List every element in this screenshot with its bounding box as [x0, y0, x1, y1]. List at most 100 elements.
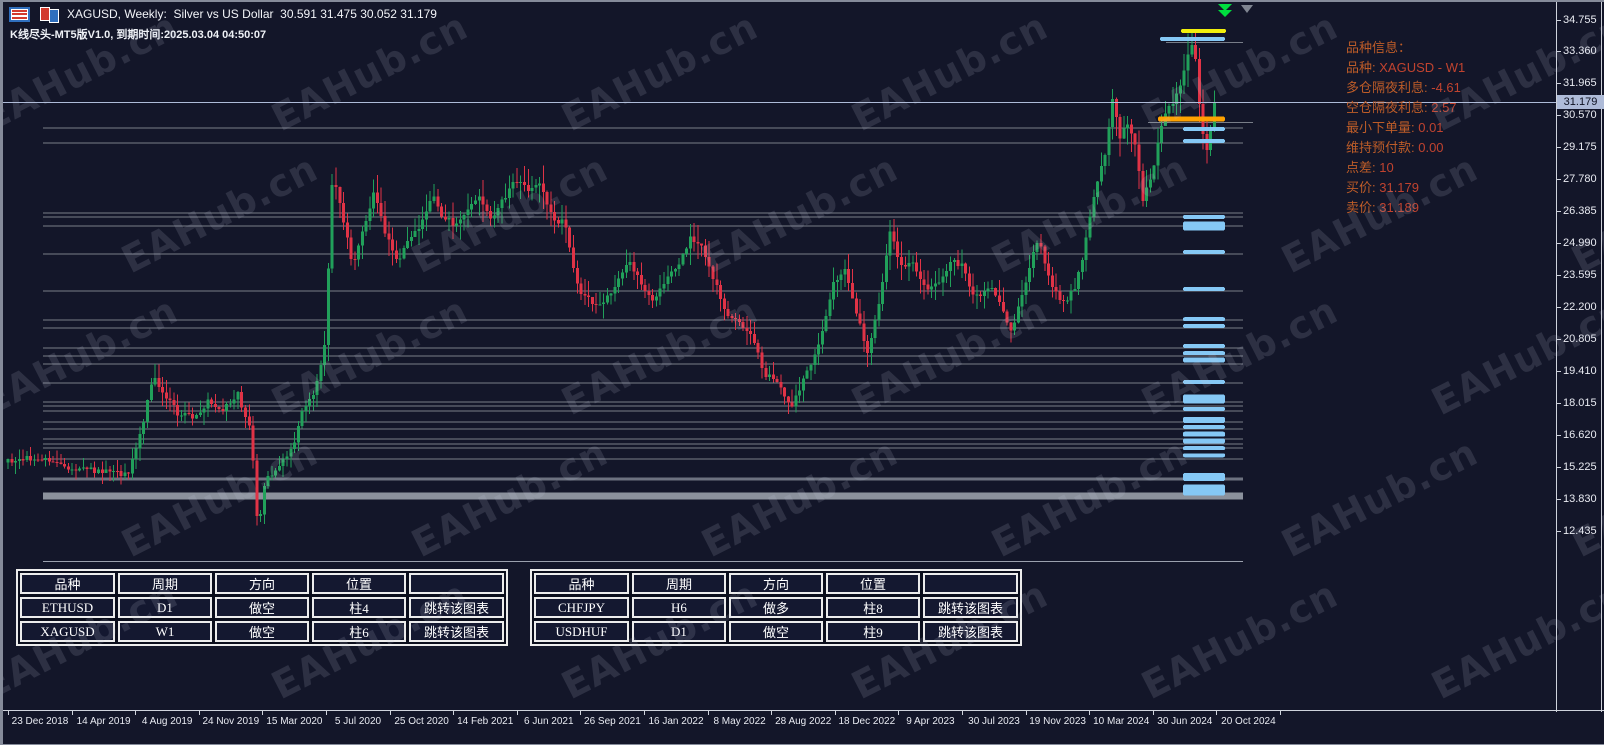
candle-body — [1156, 142, 1160, 166]
candle-body — [187, 413, 191, 415]
candle-body — [1009, 322, 1013, 331]
candle-body — [715, 279, 719, 285]
table-cell: 做空 — [215, 597, 309, 618]
jump-to-chart-button[interactable]: 跳转该图表 — [409, 597, 504, 618]
candle-body — [666, 276, 670, 284]
candle-body — [1081, 260, 1084, 273]
candle-body — [251, 425, 255, 461]
candle-body — [1194, 45, 1197, 60]
info-row-value: 10 — [1379, 160, 1394, 175]
candle-body — [455, 223, 459, 226]
candle-body — [202, 408, 206, 413]
candle-body — [960, 263, 964, 266]
time-tick — [1025, 711, 1027, 715]
signal-zone — [1183, 406, 1225, 411]
candle-body — [398, 258, 402, 260]
sr-level-line — [1166, 41, 1243, 43]
chart-plot-area[interactable] — [3, 2, 1556, 712]
candle-body — [617, 278, 621, 287]
candle-body — [1175, 93, 1179, 104]
candle-body — [572, 247, 575, 269]
table-header-cell: 方向 — [215, 573, 309, 594]
candle-body — [519, 181, 523, 183]
price-axis[interactable]: 34.755 33.360 31.965 30.570 29.175 27.780 26.3… — [1556, 2, 1604, 712]
price-tick-label: 19.410 — [1557, 365, 1597, 378]
candle-body — [884, 255, 888, 282]
candle-body — [357, 245, 361, 260]
candle-body — [636, 271, 640, 276]
table-cell: 做空 — [729, 621, 823, 642]
candle-body — [10, 459, 14, 463]
candle-body — [971, 286, 975, 295]
jump-to-chart-button[interactable]: 跳转该图表 — [923, 597, 1018, 618]
candle-body — [59, 462, 63, 464]
candle-body — [609, 293, 613, 296]
candle-body — [1043, 246, 1047, 264]
info-row-value: 31.189 — [1379, 200, 1419, 215]
price-tick-label: 12.435 — [1557, 525, 1597, 538]
table-cell: 柱8 — [826, 597, 920, 618]
time-tick — [8, 711, 9, 715]
candle-body — [217, 406, 221, 410]
candle-body — [372, 192, 376, 209]
candle-body — [130, 459, 134, 474]
candle-body — [368, 208, 372, 221]
table-header-cell: 周期 — [118, 573, 212, 594]
price-tick-label: 30.570 — [1557, 109, 1597, 122]
candle-body — [639, 275, 643, 285]
candle-body — [311, 395, 315, 400]
candle-body — [179, 415, 183, 417]
signal-zone — [1183, 380, 1225, 385]
candle-body — [270, 475, 274, 477]
table-header-cell: 品种 — [20, 573, 115, 594]
candle-body — [549, 204, 553, 213]
depth-of-market-icon[interactable] — [9, 6, 30, 22]
candle-body — [1122, 128, 1126, 139]
candle-body — [817, 344, 820, 355]
table-cell: 柱4 — [312, 597, 406, 618]
time-tick — [326, 711, 327, 715]
candle-body — [696, 241, 700, 244]
candle-body — [164, 392, 168, 399]
candle-body — [387, 233, 391, 240]
time-axis[interactable]: 23 Dec 2018 14 Apr 2019 4 Aug 2019 24 Nov 2… — [3, 710, 1604, 737]
candle-body — [78, 468, 82, 471]
candle-body — [432, 196, 436, 201]
candle-body — [918, 271, 922, 280]
candle-body — [523, 181, 526, 185]
candle-body — [1013, 322, 1017, 331]
info-row-label: 品种: — [1346, 60, 1380, 75]
candle-body — [225, 403, 229, 412]
candle-body — [786, 396, 790, 403]
one-click-trading-icon[interactable] — [38, 6, 59, 23]
candle-body — [1133, 133, 1137, 145]
table-cell: D1 — [632, 621, 726, 642]
candle-body — [342, 203, 345, 223]
date-label: 8 May 2022 — [713, 716, 766, 727]
candle-body — [338, 186, 342, 204]
candle-body — [873, 320, 877, 338]
candle-body — [1039, 242, 1043, 247]
candle-body — [847, 268, 851, 283]
time-tick — [198, 711, 200, 715]
candle-body — [839, 274, 843, 280]
price-tick-label: 18.015 — [1557, 397, 1597, 410]
candle-body — [1186, 54, 1190, 71]
candle-body — [89, 467, 93, 469]
candle-body — [869, 337, 873, 353]
table-cell: H6 — [632, 597, 726, 618]
candle-body — [436, 196, 440, 207]
candle-body — [447, 217, 451, 220]
candle-body — [941, 276, 945, 283]
table-cell: W1 — [118, 621, 212, 642]
jump-to-chart-button[interactable]: 跳转该图表 — [923, 621, 1018, 642]
time-tick — [962, 711, 963, 715]
candle-body — [1130, 124, 1133, 134]
time-tick — [771, 711, 773, 715]
time-tick — [1216, 711, 1218, 715]
date-label: 6 Jun 2021 — [524, 716, 574, 727]
candle-body — [1062, 299, 1066, 301]
candle-body — [688, 236, 692, 249]
price-tick-label: 13.830 — [1557, 493, 1597, 506]
jump-to-chart-button[interactable]: 跳转该图表 — [409, 621, 504, 642]
